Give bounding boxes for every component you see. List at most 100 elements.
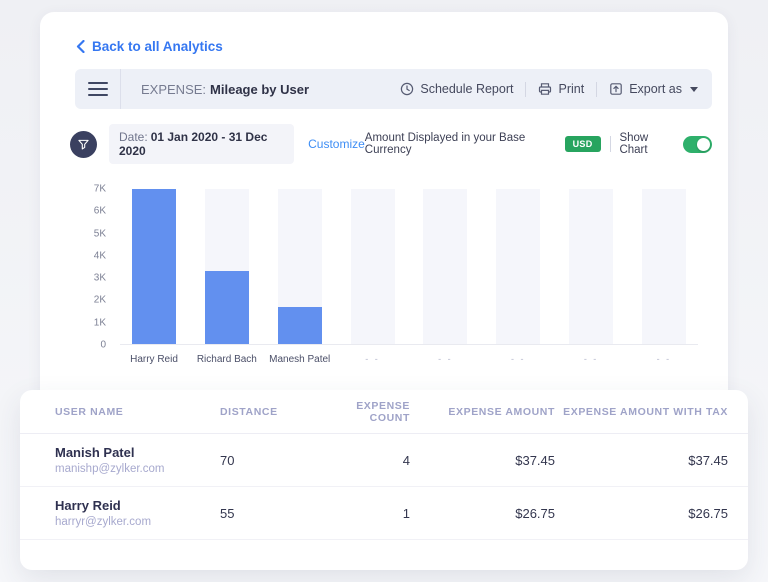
- x-axis-label: - -: [583, 354, 599, 364]
- report-type-label: EXPENSE:: [141, 81, 207, 97]
- table-header-row: USER NAME DISTANCE EXPENSE COUNT EXPENSE AM…: [20, 390, 748, 434]
- bar-track: [423, 189, 468, 344]
- export-as-label: Export as: [629, 82, 682, 96]
- bar-track: [641, 189, 686, 344]
- bar[interactable]: [132, 189, 176, 344]
- x-axis-label-slot: - -: [351, 354, 395, 365]
- x-axis-label-slot: Harry Reid: [130, 354, 178, 365]
- x-axis-label-slot: - -: [496, 354, 540, 365]
- bar-track: [496, 189, 541, 344]
- report-name-label: Mileage by User: [210, 81, 310, 97]
- mileage-bar-chart: 7K 6K 5K 4K 3K 2K 1K 0 Harry Reid Richard Bach Ma…: [70, 184, 698, 365]
- filter-bar: Date: 01 Jan 2020 - 31 Dec 2020 Customize…: [70, 124, 712, 164]
- base-currency-note: Amount Displayed in your Base Currency: [364, 132, 526, 156]
- toolbar-divider: [596, 81, 598, 97]
- currency-badge: USD: [564, 136, 601, 152]
- back-link-label: Back to all Analytics: [92, 39, 223, 54]
- table-body: Manish Patel manishp@zylker.com 70 4 $37.45 $…: [20, 434, 748, 540]
- bar[interactable]: [277, 307, 322, 344]
- chevron-down-icon: [690, 86, 698, 92]
- x-axis-label: - -: [656, 354, 672, 364]
- export-icon: [609, 82, 623, 96]
- user-name-cell: Harry Reid harryr@zylker.com: [55, 498, 220, 528]
- x-axis-label-slot: Richard Bach: [197, 354, 257, 365]
- toolbar-actions: Schedule Report Print Export as: [400, 81, 698, 97]
- user-name: Harry Reid: [55, 498, 121, 513]
- x-axis-label: Manesh Patel: [269, 354, 331, 365]
- x-axis-label: Richard Bach: [196, 354, 257, 365]
- export-as-button[interactable]: Export as: [609, 82, 698, 96]
- bar-track: [350, 189, 395, 344]
- divider: [609, 136, 611, 152]
- expense-amount-cell: $26.75: [515, 505, 555, 521]
- table-header-cell: DISTANCE: [220, 405, 278, 418]
- distance-cell: 70: [220, 452, 235, 468]
- menu-button[interactable]: [75, 69, 121, 109]
- y-axis-tick: 1K: [93, 317, 106, 329]
- y-axis-tick: 7K: [93, 183, 106, 195]
- expense-amount-cell: $37.45: [515, 452, 555, 468]
- customize-link[interactable]: Customize: [308, 137, 365, 151]
- report-table-card: USER NAME DISTANCE EXPENSE COUNT EXPENSE AM…: [20, 390, 748, 570]
- x-axis-label: - -: [510, 354, 526, 364]
- toggle-knob: [697, 137, 710, 151]
- funnel-icon: [78, 139, 89, 150]
- y-axis-tick: 3K: [93, 272, 106, 284]
- table-header-cell: USER NAME: [55, 405, 124, 418]
- schedule-report-label: Schedule Report: [420, 82, 514, 96]
- bar-track: [277, 189, 322, 344]
- bar-track: [132, 189, 176, 344]
- table-header-cell: EXPENSE AMOUNT: [448, 405, 555, 418]
- expense-count-cell: 1: [402, 505, 410, 521]
- y-axis-tick: 0: [100, 339, 106, 351]
- clock-icon: [400, 82, 414, 96]
- table-row[interactable]: Harry Reid harryr@zylker.com 55 1 $26.75 $26.…: [20, 487, 748, 540]
- x-axis-label: Harry Reid: [130, 354, 178, 365]
- x-axis-label-slot: - -: [642, 354, 686, 365]
- printer-icon: [538, 82, 552, 96]
- x-axis-labels: Harry Reid Richard Bach Manesh Patel - - - -…: [120, 354, 698, 365]
- user-email: manishp@zylker.com: [55, 463, 165, 475]
- bar[interactable]: [204, 270, 249, 344]
- chevron-left-icon: [76, 40, 85, 53]
- back-to-analytics-link[interactable]: Back to all Analytics: [76, 39, 223, 54]
- report-title: EXPENSE: Mileage by User: [141, 82, 309, 97]
- schedule-report-button[interactable]: Schedule Report: [400, 82, 513, 96]
- expense-count-cell: 4: [402, 452, 410, 468]
- filter-button[interactable]: [70, 130, 97, 158]
- report-toolbar: EXPENSE: Mileage by User Schedule Report …: [75, 69, 712, 109]
- distance-cell: 55: [220, 505, 235, 521]
- table-header-cell: EXPENSE AMOUNT WITH TAX: [563, 405, 728, 418]
- bar-track: [569, 189, 614, 344]
- y-axis-tick: 2K: [93, 294, 106, 306]
- table-header-cell: EXPENSE COUNT: [356, 399, 410, 424]
- show-chart-toggle[interactable]: [682, 135, 712, 153]
- bar-track: [204, 189, 249, 344]
- table-row[interactable]: Manish Patel manishp@zylker.com 70 4 $37.45 $…: [20, 434, 748, 487]
- plot-area: [120, 189, 698, 345]
- x-axis-label-slot: - -: [569, 354, 613, 365]
- show-chart-label: Show Chart: [619, 132, 649, 156]
- x-axis-label: - -: [365, 354, 380, 364]
- filter-right-controls: Amount Displayed in your Base Currency U…: [365, 132, 712, 156]
- date-range-filter[interactable]: Date: 01 Jan 2020 - 31 Dec 2020: [109, 124, 295, 164]
- y-axis-tick: 4K: [93, 250, 106, 262]
- print-label: Print: [558, 82, 585, 96]
- y-axis: 7K 6K 5K 4K 3K 2K 1K 0: [70, 184, 106, 351]
- user-email: harryr@zylker.com: [55, 516, 152, 528]
- date-label: Date:: [119, 130, 148, 144]
- x-axis-label-slot: Manesh Patel: [269, 354, 330, 365]
- user-name: Manish Patel: [55, 445, 135, 460]
- expense-amount-with-tax-cell: $26.75: [688, 505, 728, 521]
- user-name-cell: Manish Patel manishp@zylker.com: [55, 445, 220, 475]
- x-axis-label: - -: [438, 354, 453, 364]
- x-axis-label-slot: - -: [423, 354, 467, 365]
- plot-area-wrap: Harry Reid Richard Bach Manesh Patel - - - -…: [120, 189, 698, 365]
- print-button[interactable]: Print: [538, 82, 584, 96]
- expense-amount-with-tax-cell: $37.45: [688, 452, 728, 468]
- y-axis-tick: 5K: [93, 228, 106, 240]
- y-axis-tick: 6K: [93, 205, 106, 217]
- date-range-value: 01 Jan 2020 - 31 Dec 2020: [119, 130, 268, 158]
- toolbar-divider: [525, 81, 527, 97]
